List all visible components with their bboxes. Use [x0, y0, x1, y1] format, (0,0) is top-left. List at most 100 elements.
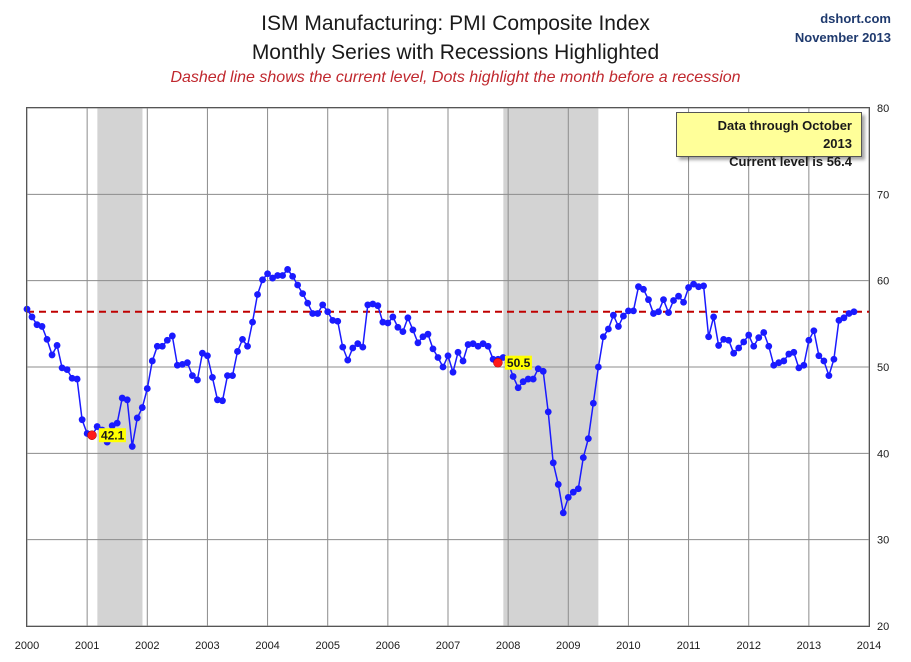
data-point: [660, 296, 667, 304]
data-point: [815, 352, 823, 360]
data-point: [339, 343, 347, 351]
data-point: [249, 318, 256, 326]
data-point: [680, 298, 687, 306]
data-point: [254, 291, 261, 298]
data-point: [78, 416, 86, 424]
data-point: [705, 333, 713, 341]
data-point: [434, 354, 442, 361]
data-point: [219, 397, 226, 405]
data-point: [760, 329, 768, 336]
data-point: [745, 331, 753, 339]
data-point: [409, 326, 417, 334]
data-point: [700, 282, 708, 290]
data-point: [163, 336, 171, 344]
data-point: [790, 348, 798, 356]
data-point: [695, 283, 702, 291]
data-point: [625, 307, 632, 315]
data-point: [800, 361, 808, 369]
data-point: [449, 368, 457, 376]
data-point: [43, 335, 51, 343]
data-point: [770, 361, 778, 369]
x-tick-label: 2010: [616, 640, 640, 652]
data-point: [579, 454, 587, 462]
data-point: [514, 384, 522, 392]
data-point: [750, 342, 758, 350]
x-tick-label: 2014: [857, 640, 881, 652]
data-point: [359, 343, 367, 351]
y-tick-label: 60: [877, 276, 889, 288]
data-point: [354, 340, 362, 348]
data-point: [143, 385, 151, 392]
data-point: [424, 330, 432, 338]
data-point: [329, 316, 337, 324]
data-point: [289, 272, 297, 280]
data-point: [229, 372, 236, 380]
data-point: [299, 290, 307, 298]
data-point: [379, 318, 387, 326]
data-point: [23, 305, 31, 313]
data-label-background: [504, 355, 532, 370]
data-point: [464, 341, 472, 348]
data-point: [214, 396, 221, 404]
y-tick-label: 30: [877, 535, 889, 547]
chart-title-line-2: Monthly Series with Recessions Highlight…: [251, 41, 660, 64]
data-point: [389, 313, 397, 321]
plot-frame: [26, 107, 870, 627]
data-point: [444, 352, 452, 360]
x-tick-label: 2002: [135, 640, 159, 652]
data-point: [549, 459, 557, 467]
data-point: [715, 342, 723, 349]
data-point: [334, 317, 342, 325]
data-point: [244, 342, 251, 350]
data-point: [204, 352, 211, 360]
x-tick-label: 2012: [736, 640, 760, 652]
data-point: [670, 297, 677, 304]
data-point: [835, 316, 843, 324]
data-point: [209, 373, 216, 381]
data-point: [279, 272, 287, 279]
data-point: [168, 332, 176, 340]
data-point: [615, 323, 622, 330]
data-point: [509, 373, 517, 380]
data-point: [609, 311, 617, 319]
data-point: [269, 274, 276, 282]
series-line: [26, 268, 855, 514]
data-point: [374, 302, 382, 310]
data-point: [795, 364, 803, 372]
data-point: [474, 342, 482, 350]
data-point: [730, 349, 738, 357]
x-tick-label: 2006: [376, 640, 400, 652]
data-point: [153, 342, 161, 350]
data-point: [459, 357, 467, 365]
data-point: [349, 344, 357, 352]
data-point: [599, 333, 607, 341]
data-point: [73, 375, 81, 383]
data-point: [404, 314, 412, 322]
data-point: [484, 342, 492, 350]
data-label: 42.1: [101, 429, 125, 443]
data-point: [765, 342, 773, 350]
data-point: [158, 342, 166, 350]
data-point: [529, 375, 537, 383]
data-point: [780, 357, 788, 365]
data-point: [274, 272, 281, 279]
data-point: [740, 338, 748, 346]
data-point: [53, 342, 61, 349]
data-point: [284, 266, 292, 273]
data-point: [63, 366, 71, 373]
data-point: [454, 348, 462, 356]
data-point: [429, 345, 437, 353]
x-tick-label: 2004: [255, 640, 279, 652]
data-point: [584, 435, 592, 443]
y-tick-label: 20: [877, 621, 889, 633]
y-tick-label: 40: [877, 448, 889, 460]
data-label-background: [98, 428, 126, 443]
data-point: [264, 270, 271, 278]
x-tick-label: 2009: [556, 640, 580, 652]
data-point: [524, 375, 532, 383]
note-line-1: Data through October 2013: [717, 118, 852, 151]
data-point: [319, 301, 327, 309]
data-point: [850, 308, 858, 316]
x-tick-label: 2000: [15, 640, 39, 652]
